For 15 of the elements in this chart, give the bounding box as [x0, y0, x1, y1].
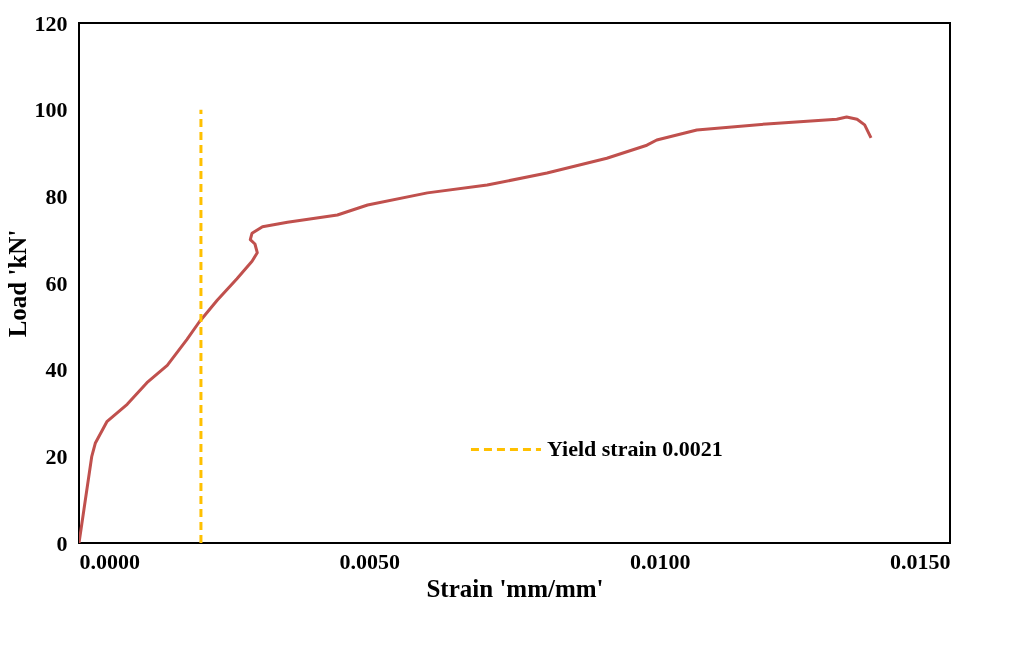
- line-series: [79, 115, 873, 543]
- y-tick-label: 60: [45, 270, 68, 296]
- x-tick-label: 0.0150: [890, 548, 951, 574]
- y-tick-label: 120: [34, 10, 68, 36]
- y-tick-label: 40: [45, 357, 68, 383]
- x-tick-label: 0.0100: [629, 548, 691, 574]
- y-tick-label: 20: [45, 443, 68, 469]
- x-tick-label: 0.0050: [339, 548, 401, 574]
- x-axis-title: Strain 'mm/mm': [426, 574, 604, 602]
- y-tick-label: 80: [45, 183, 68, 209]
- y-axis-title: Load 'kN': [3, 229, 31, 338]
- x-tick-label: 0.0000: [79, 548, 140, 574]
- legend-label: Yield strain 0.0021: [546, 436, 723, 462]
- y-tick-label: 100: [34, 97, 68, 123]
- y-tick-label: 0: [56, 530, 68, 556]
